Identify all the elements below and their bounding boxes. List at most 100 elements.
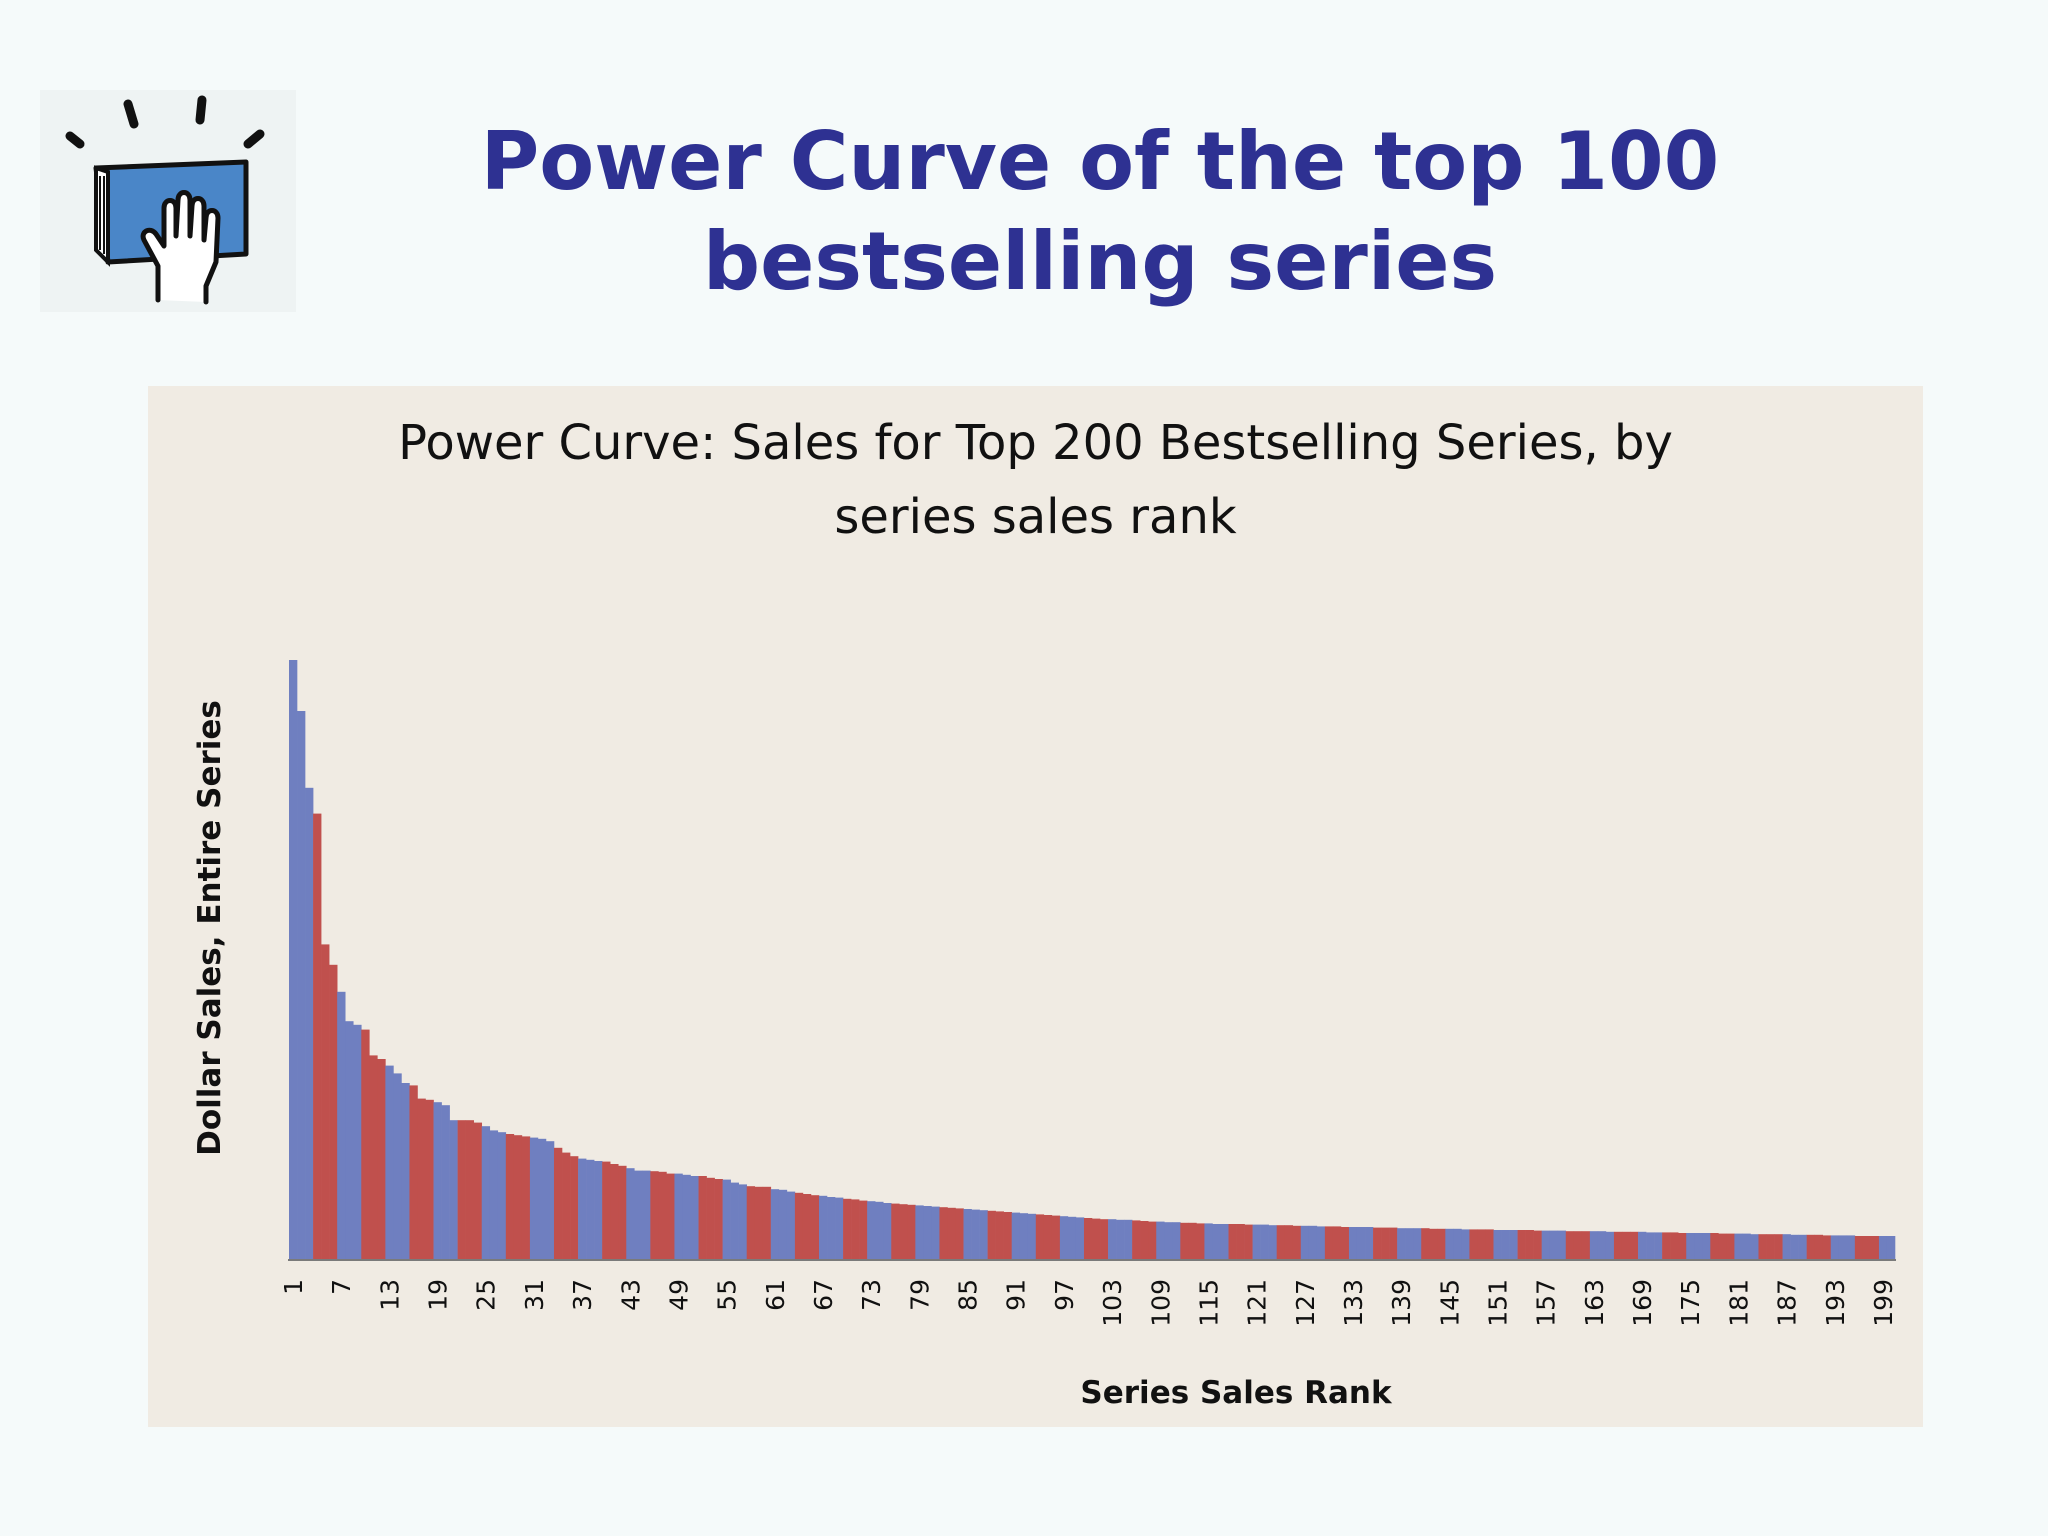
- x-axis-label: Series Sales Rank: [1080, 1375, 1393, 1411]
- x-tick-label: 175: [1676, 1279, 1705, 1327]
- x-tick-label: 145: [1435, 1279, 1464, 1327]
- bar-rank-99: [1075, 1217, 1085, 1260]
- bar-chart: 1 7 13 19 25 31 37 43 49 55 61 67 73 79 85 91 97 103 109 11…: [192, 660, 1898, 1411]
- x-tick-label: 97: [1050, 1279, 1079, 1311]
- bar-rank-86: [971, 1209, 980, 1260]
- bar-rank-104: [1116, 1219, 1125, 1260]
- bar-rank-200: [1886, 1236, 1896, 1260]
- bar-rank-170: [1646, 1232, 1655, 1260]
- bar-rank-45: [642, 1170, 651, 1260]
- bar-rank-34: [553, 1147, 563, 1260]
- bar-rank-84: [955, 1208, 964, 1260]
- bar-rank-12: [377, 1059, 386, 1260]
- bar-rank-42: [618, 1165, 627, 1260]
- x-tick-label: 91: [1002, 1279, 1031, 1311]
- x-tick-label: 109: [1146, 1279, 1175, 1327]
- bar-rank-176: [1694, 1233, 1703, 1260]
- bar-rank-80: [923, 1206, 932, 1260]
- x-tick-label: 121: [1243, 1279, 1272, 1327]
- bar-rank-52: [698, 1176, 707, 1260]
- x-tick-label: 1: [279, 1279, 308, 1295]
- x-tick-label: 37: [568, 1279, 597, 1311]
- bar-rank-136: [1373, 1227, 1382, 1260]
- bar-rank-190: [1806, 1234, 1815, 1260]
- bar-rank-165: [1605, 1231, 1615, 1260]
- bar-rank-133: [1348, 1227, 1358, 1260]
- bar-rank-128: [1308, 1225, 1318, 1260]
- x-tick-label: 187: [1773, 1279, 1802, 1327]
- bar-rank-18: [425, 1099, 434, 1260]
- bar-rank-188: [1790, 1234, 1799, 1260]
- bar-rank-26: [489, 1130, 499, 1260]
- bar-rank-184: [1758, 1234, 1767, 1260]
- x-tick-label: 115: [1194, 1279, 1223, 1327]
- bar-rank-39: [594, 1161, 603, 1260]
- bar-rank-8: [345, 1021, 354, 1260]
- x-tick-label: 85: [954, 1279, 983, 1311]
- bar-rank-192: [1822, 1235, 1832, 1260]
- bar-rank-43: [626, 1168, 635, 1260]
- bar-rank-146: [1453, 1228, 1462, 1260]
- bar-rank-13: [385, 1065, 394, 1260]
- bar-rank-97: [1059, 1216, 1069, 1260]
- chart-title: Power Curve: Sales for Top 200 Bestselli…: [148, 406, 1923, 554]
- x-tick-label: 169: [1628, 1279, 1657, 1327]
- bar-rank-131: [1332, 1226, 1342, 1260]
- bar-rank-108: [1148, 1221, 1157, 1260]
- x-tick-label: 79: [905, 1279, 934, 1311]
- bar-rank-121: [1252, 1224, 1261, 1260]
- x-tick-label: 7: [327, 1279, 356, 1295]
- bar-rank-106: [1132, 1220, 1141, 1260]
- bar-rank-169: [1638, 1231, 1647, 1260]
- bar-rank-109: [1156, 1221, 1165, 1260]
- bar-rank-68: [827, 1197, 836, 1260]
- x-tick-label: 193: [1821, 1279, 1850, 1327]
- bar-rank-7: [337, 991, 346, 1260]
- bar-rank-88: [987, 1210, 996, 1260]
- bars-group: [289, 660, 1896, 1260]
- bar-rank-185: [1766, 1234, 1775, 1260]
- bar-rank-55: [722, 1179, 731, 1260]
- x-tick-labels: 1 7 13 19 25 31 37 43 49 55 61 67 73 79 85 91 97 103 109 11…: [279, 1279, 1898, 1327]
- x-tick-label: 13: [375, 1279, 404, 1311]
- bar-rank-21: [449, 1120, 458, 1260]
- bar-rank-9: [353, 1024, 362, 1260]
- bar-rank-81: [931, 1206, 940, 1260]
- bar-rank-175: [1686, 1233, 1695, 1260]
- bar-rank-40: [602, 1161, 611, 1260]
- bar-rank-53: [706, 1177, 715, 1260]
- bar-rank-89: [995, 1211, 1004, 1260]
- bar-rank-49: [674, 1173, 683, 1260]
- bar-rank-142: [1421, 1228, 1430, 1260]
- bar-rank-130: [1324, 1226, 1334, 1260]
- bar-rank-160: [1565, 1231, 1575, 1260]
- bar-rank-163: [1589, 1231, 1599, 1260]
- bar-rank-181: [1734, 1233, 1743, 1260]
- bar-rank-82: [939, 1207, 948, 1260]
- x-tick-label: 25: [472, 1279, 501, 1311]
- bar-rank-158: [1549, 1230, 1559, 1260]
- bar-rank-98: [1067, 1216, 1077, 1260]
- bar-rank-11: [369, 1055, 378, 1260]
- bar-rank-66: [810, 1195, 820, 1260]
- bar-rank-51: [690, 1176, 699, 1260]
- bar-rank-119: [1236, 1224, 1245, 1260]
- bar-rank-48: [666, 1173, 675, 1260]
- bar-rank-195: [1846, 1235, 1856, 1260]
- bar-rank-90: [1003, 1212, 1012, 1260]
- bar-rank-183: [1750, 1234, 1759, 1260]
- bar-rank-27: [497, 1132, 507, 1260]
- bar-rank-1: [289, 660, 298, 1260]
- x-tick-label: 127: [1291, 1279, 1320, 1327]
- hand-on-book-icon: [65, 95, 265, 305]
- bar-rank-173: [1670, 1232, 1679, 1260]
- bar-rank-58: [746, 1186, 756, 1260]
- bar-rank-71: [851, 1199, 860, 1260]
- bar-rank-114: [1196, 1223, 1205, 1260]
- bar-rank-35: [562, 1152, 571, 1260]
- bar-rank-143: [1429, 1228, 1438, 1260]
- slide-title-line2: bestselling series: [702, 215, 1498, 308]
- slide-title: Power Curve of the top 100 bestselling s…: [380, 112, 1820, 312]
- bar-rank-154: [1517, 1230, 1526, 1260]
- bar-rank-127: [1300, 1225, 1310, 1260]
